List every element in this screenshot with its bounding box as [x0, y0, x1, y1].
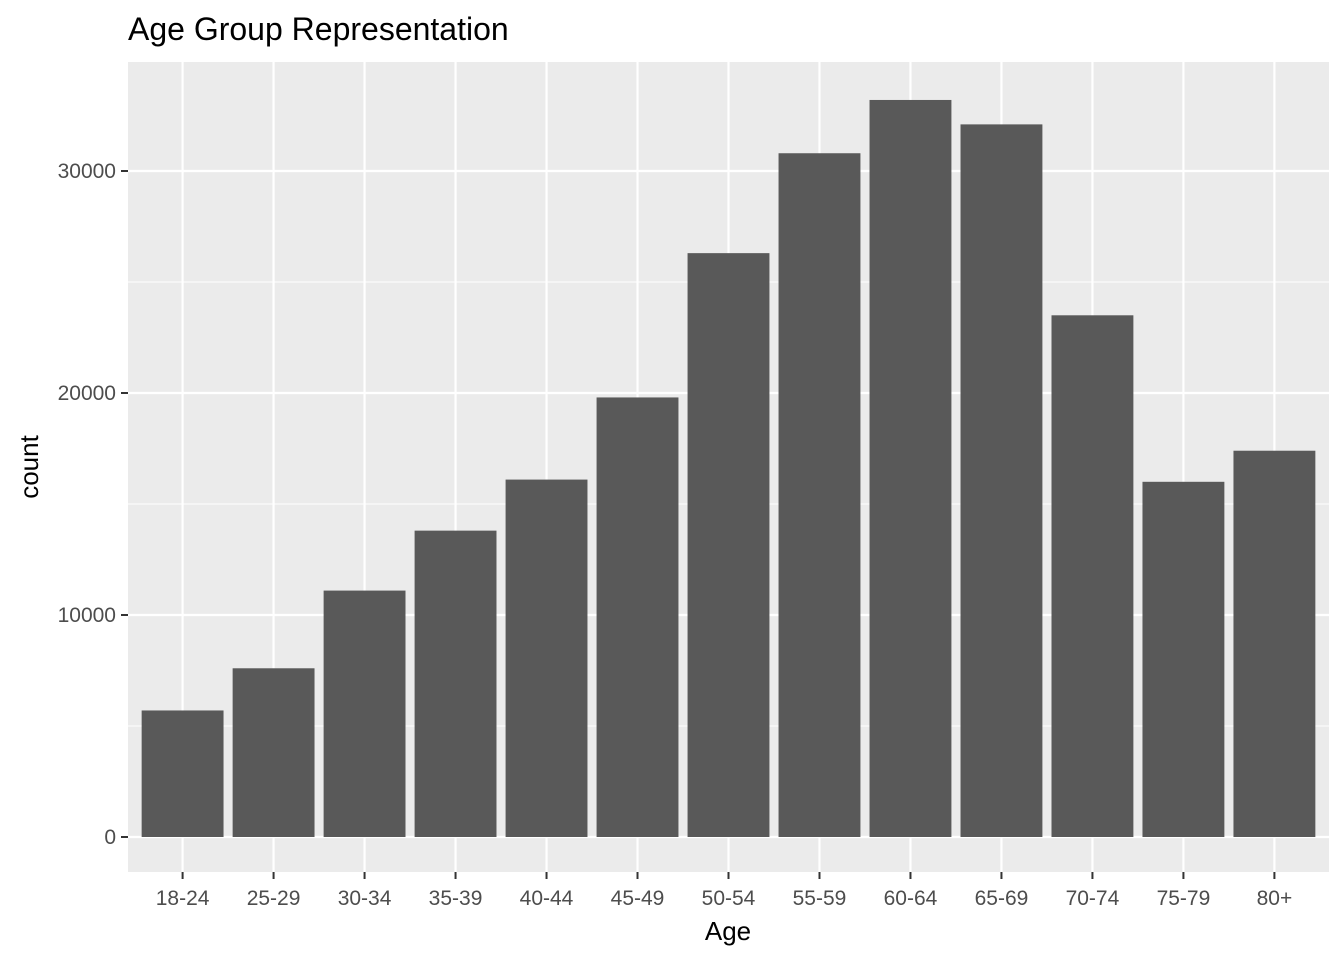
chart-title: Age Group Representation: [128, 11, 509, 47]
bar-40-44: [505, 479, 588, 837]
y-axis-title: count: [14, 434, 44, 498]
bar-35-39: [414, 530, 497, 837]
bar-30-34: [323, 590, 406, 837]
bar-50-54: [687, 253, 770, 837]
x-tick-label: 80+: [1257, 887, 1293, 910]
bar-55-59: [778, 153, 861, 838]
y-tick-label: 30000: [58, 160, 116, 183]
bar-60-64: [869, 99, 952, 837]
x-tick-label: 35-39: [429, 887, 483, 910]
y-tick-label: 0: [104, 826, 116, 849]
x-tick-label: 70-74: [1066, 887, 1120, 910]
x-tick-label: 25-29: [247, 887, 301, 910]
y-tick-label: 20000: [58, 382, 116, 405]
bar-45-49: [596, 397, 679, 837]
bars: [141, 99, 1316, 838]
bar-80+: [1233, 450, 1316, 837]
x-tick-label: 40-44: [520, 887, 574, 910]
x-axis-title: Age: [705, 916, 751, 946]
x-tick-label: 18-24: [156, 887, 210, 910]
bar-65-69: [960, 124, 1043, 837]
y-tick-label: 10000: [58, 604, 116, 627]
x-tick-label: 45-49: [611, 887, 665, 910]
bar-75-79: [1142, 481, 1225, 837]
y-axis: 0 10000 20000 30000: [58, 160, 128, 849]
bar-25-29: [232, 668, 315, 837]
x-tick-label: 55-59: [793, 887, 847, 910]
x-tick-label: 75-79: [1157, 887, 1211, 910]
x-tick-label: 50-54: [702, 887, 756, 910]
x-tick-label: 65-69: [975, 887, 1029, 910]
x-tick-label: 60-64: [884, 887, 938, 910]
x-tick-label: 30-34: [338, 887, 392, 910]
bar-70-74: [1051, 315, 1134, 837]
bar-18-24: [141, 710, 224, 837]
x-axis: 18-24 25-29 30-34 35-39 40-44 45-49 50-54 55-59…: [156, 872, 1292, 910]
